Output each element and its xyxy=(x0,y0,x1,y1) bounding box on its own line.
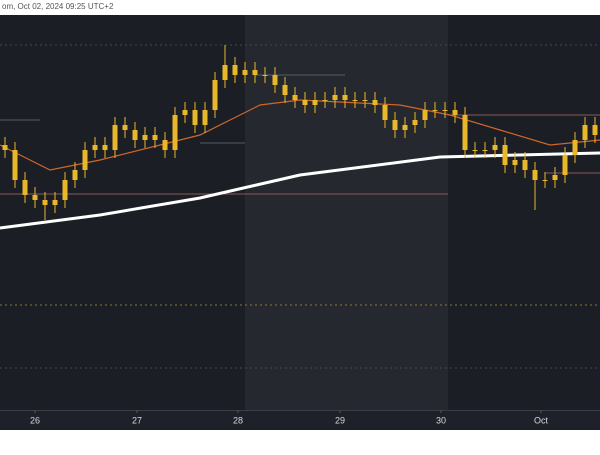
candle-body xyxy=(32,195,38,200)
candle-body xyxy=(2,145,8,150)
candle-body xyxy=(352,100,358,101)
x-tick-label: 26 xyxy=(30,415,40,425)
candle-body xyxy=(62,180,68,200)
candle-body xyxy=(342,95,348,100)
candle-body xyxy=(292,95,298,100)
candle-body xyxy=(192,110,198,125)
candle-body xyxy=(162,140,168,150)
candle-body xyxy=(332,95,338,100)
candle-body xyxy=(112,125,118,150)
candle-body xyxy=(532,170,538,180)
candle-body xyxy=(102,145,108,150)
candle-body xyxy=(402,125,408,130)
candle-body xyxy=(522,160,528,170)
candle-body xyxy=(152,135,158,140)
candle-body xyxy=(202,110,208,125)
candle-body xyxy=(282,85,288,95)
candle-body xyxy=(472,150,478,151)
candle-body xyxy=(392,120,398,130)
candle-body xyxy=(12,150,18,180)
candle-body xyxy=(302,100,308,105)
candle-body xyxy=(442,110,448,111)
x-tick-label: 30 xyxy=(436,415,446,425)
candle-body xyxy=(82,150,88,170)
x-tick-label: Oct xyxy=(534,415,549,425)
candle-body xyxy=(382,105,388,120)
candle-body xyxy=(412,120,418,125)
time-axis xyxy=(0,410,600,430)
candle-body xyxy=(572,140,578,155)
candle-body xyxy=(322,100,328,101)
candle-body xyxy=(542,180,548,181)
candle-body xyxy=(22,180,28,195)
candle-body xyxy=(242,70,248,75)
candle-body xyxy=(142,135,148,140)
candle-body xyxy=(132,130,138,140)
candle-body xyxy=(182,110,188,115)
candle-body xyxy=(452,110,458,115)
candle-body xyxy=(312,100,318,105)
candle-body xyxy=(432,110,438,111)
candle-body xyxy=(562,155,568,175)
candle-body xyxy=(42,200,48,205)
candle-body xyxy=(512,160,518,165)
candle-body xyxy=(252,70,258,75)
candle-body xyxy=(552,175,558,180)
candle-body xyxy=(592,125,598,135)
candle-body xyxy=(502,145,508,165)
x-tick-label: 29 xyxy=(335,415,345,425)
candle-body xyxy=(582,125,588,140)
candle-body xyxy=(52,200,58,205)
candle-body xyxy=(72,170,78,180)
candle-body xyxy=(262,75,268,76)
header-bar xyxy=(0,0,600,15)
candle-body xyxy=(222,65,228,80)
session-highlight xyxy=(245,15,448,410)
x-tick-label: 28 xyxy=(233,415,243,425)
candle-body xyxy=(92,145,98,150)
header-text: om, Oct 02, 2024 09:25 UTC+2 xyxy=(2,2,114,11)
candle-body xyxy=(372,100,378,105)
candle-body xyxy=(272,75,278,85)
moving-average xyxy=(0,151,600,230)
candle-body xyxy=(462,115,468,150)
candle-body xyxy=(422,110,428,120)
candle-body xyxy=(362,100,368,101)
candle-body xyxy=(122,125,128,130)
candle-body xyxy=(492,145,498,150)
x-tick-label: 27 xyxy=(132,415,142,425)
candle-body xyxy=(482,150,488,151)
candle-body xyxy=(232,65,238,75)
candle-body xyxy=(212,80,218,110)
candle-body xyxy=(172,115,178,150)
